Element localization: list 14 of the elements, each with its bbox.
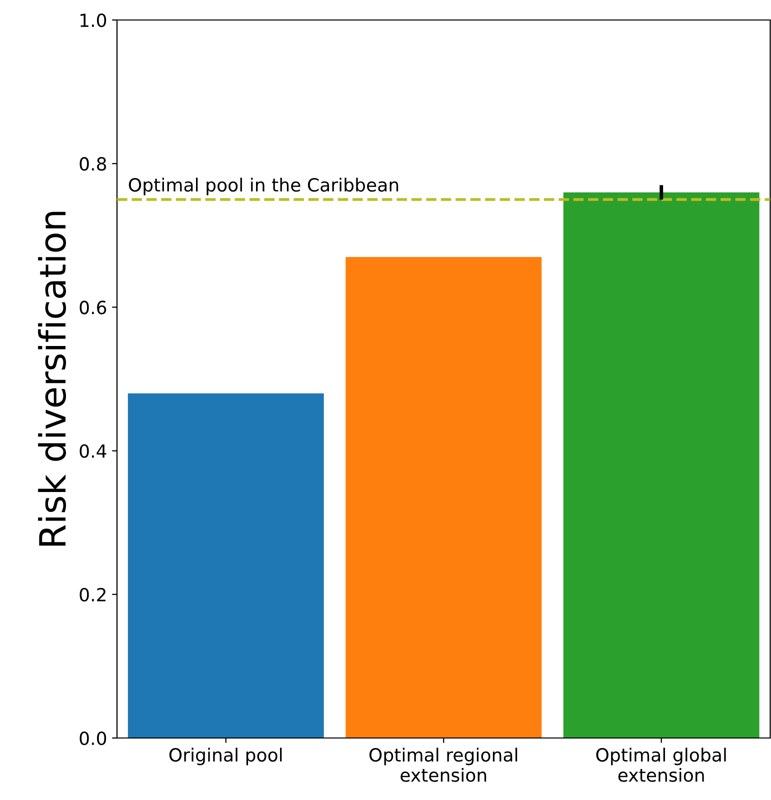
y-tick-label: 0.8 bbox=[80, 157, 106, 171]
y-axis-title: Risk diversification bbox=[38, 212, 66, 546]
x-tick-label: Original pool bbox=[169, 748, 282, 766]
y-tick-label: 0.6 bbox=[80, 300, 106, 314]
bar bbox=[563, 192, 760, 738]
x-tick-label: Optimal regional extension bbox=[369, 748, 518, 782]
ref-line-label: Optimal pool in the Caribbean bbox=[128, 178, 398, 196]
y-tick-label: 0.0 bbox=[80, 731, 106, 746]
y-tick-label: 0.4 bbox=[80, 444, 106, 458]
bar bbox=[346, 256, 542, 738]
y-tick-label: 0.2 bbox=[80, 588, 106, 602]
x-tick-label: Optimal global extension bbox=[596, 748, 726, 782]
bar bbox=[128, 393, 324, 738]
y-tick-label: 1.0 bbox=[80, 13, 106, 28]
